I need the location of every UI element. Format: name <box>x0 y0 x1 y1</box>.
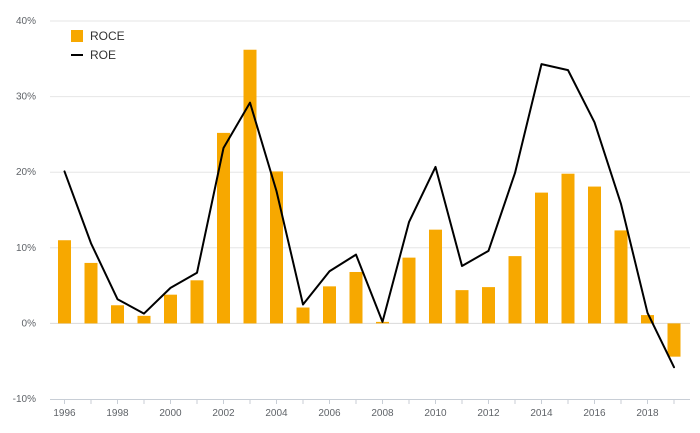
roce-bar <box>323 286 336 324</box>
roce-bar <box>641 315 654 324</box>
roce-bar <box>296 307 310 324</box>
roce-bar <box>243 49 257 324</box>
roce-bar <box>217 132 230 324</box>
roce-bar <box>58 240 71 324</box>
x-tick-label: 2018 <box>636 408 659 419</box>
roce-bar <box>349 271 363 324</box>
roce-bar <box>111 305 124 324</box>
roce-bar <box>164 294 177 324</box>
x-tick-label: 1996 <box>53 408 76 419</box>
roce-bar <box>270 171 283 324</box>
x-tick-label: 1998 <box>106 408 129 419</box>
roce-bar <box>84 262 98 324</box>
x-tick-label: 2006 <box>318 408 341 419</box>
roce-bar <box>482 287 495 324</box>
roce-bar <box>402 257 416 324</box>
roe-line <box>63 63 675 369</box>
roce-bar <box>137 315 151 324</box>
roce-bar <box>561 173 575 324</box>
legend-label-roce: ROCE <box>90 29 125 43</box>
x-tick-label: 2000 <box>159 408 182 419</box>
y-tick-label: 20% <box>16 167 36 178</box>
roe-line-layer <box>63 63 675 369</box>
roce-bar <box>667 323 681 357</box>
x-tick-label: 2014 <box>530 408 553 419</box>
roce-bar <box>455 290 469 324</box>
roce-bars <box>58 49 681 357</box>
x-tick-label: 2002 <box>212 408 235 419</box>
roce-bar <box>614 230 628 324</box>
roce-bar <box>429 229 442 324</box>
roce-bar <box>508 256 522 324</box>
x-tick-label: 2008 <box>371 408 394 419</box>
y-tick-label: -10% <box>13 394 36 405</box>
grid <box>50 20 690 324</box>
x-tick-label: 2010 <box>424 408 447 419</box>
roce-bar <box>535 192 548 324</box>
roce-bar <box>588 186 601 324</box>
y-tick-label: 30% <box>16 92 36 103</box>
legend-label-roe: ROE <box>90 48 116 62</box>
roce-bar <box>190 280 204 324</box>
y-tick-label: 10% <box>16 243 36 254</box>
x-tick-label: 2012 <box>477 408 500 419</box>
x-tick-label: 2004 <box>265 408 288 419</box>
y-tick-label: 0% <box>22 318 37 329</box>
legend: ROCE ROE <box>71 29 125 62</box>
axes: -10% 0% 10% 20% 30% 40% 1996 1998 2000 2002 2004 20… <box>13 16 690 419</box>
y-tick-label: 40% <box>16 16 36 27</box>
x-tick-label: 2016 <box>583 408 606 419</box>
legend-swatch-roce <box>71 30 83 42</box>
